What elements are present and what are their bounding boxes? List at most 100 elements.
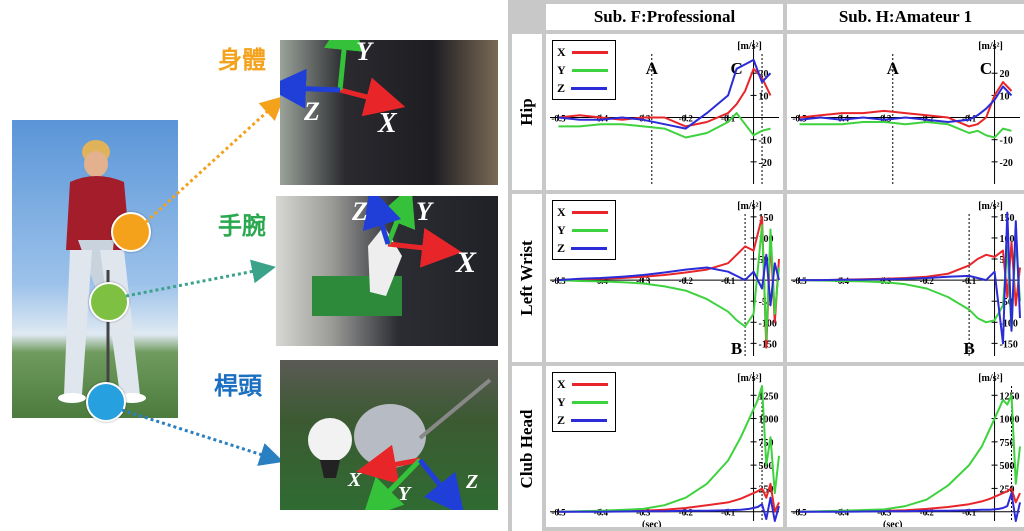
series-line-z [558, 253, 780, 307]
series-line-y [558, 224, 780, 341]
y-tick-label: 20 [759, 69, 769, 80]
y-unit-label: [m/s²] [978, 41, 1003, 52]
club-label: 桿頭 [214, 372, 262, 400]
x-tick-label: -0.3 [636, 508, 651, 518]
legend-swatch [571, 382, 608, 386]
chart-panel-club-head-professional: -0.5 -0.4 -0.3 -0.2 -0.1 (sec) 1250 1000 750 500 2… [546, 366, 783, 527]
x-tick-label: -0.1 [962, 276, 977, 286]
row-label-left-wrist: Left Wrist [512, 194, 542, 362]
y-tick-label: 100 [759, 234, 774, 245]
chart-panel-left-wrist-amateur: -0.5 -0.4 -0.3 -0.2 -0.1 150 100 50 -50 -100 -150[… [787, 194, 1024, 362]
y-tick-label: -100 [1000, 318, 1018, 329]
y-tick-label: -10 [1000, 136, 1013, 147]
legend-label: X [557, 44, 566, 59]
legend-item-y: Y [557, 221, 611, 239]
legend-swatch [571, 86, 608, 90]
y-tick-label: 500 [1000, 461, 1015, 472]
legend-swatch [571, 400, 608, 404]
legend-item-y: Y [557, 61, 611, 79]
x-tick-label: -0.4 [835, 114, 850, 124]
y-tick-label: 500 [759, 461, 774, 472]
club-z-axis-label: Z [465, 471, 478, 493]
legend-item-x: X [557, 43, 611, 61]
legend-label: Y [557, 62, 566, 77]
y-tick-label: -150 [1000, 339, 1018, 350]
y-tick-label: -150 [759, 339, 777, 350]
event-annotation-a: A [887, 59, 900, 78]
legend-label: Z [557, 80, 566, 95]
arm-sensor-marker [89, 282, 129, 322]
clubhead-sensor-photo: X Y Z [280, 360, 498, 510]
x-tick-label: -0.1 [721, 508, 736, 518]
chart-panel-hip-amateur: -0.5 -0.4 -0.3 -0.2 -0.1 20 10 -10 -20 [m/s²] A C [787, 34, 1024, 190]
club-x-axis-label: X [347, 469, 362, 491]
series-line-z [799, 211, 1021, 345]
body-sensor-marker [111, 212, 151, 252]
series-line-x [799, 81, 1013, 128]
event-annotation-b: B [963, 339, 974, 358]
chart-panel-left-wrist-professional: -0.5 -0.4 -0.3 -0.2 -0.1 150 100 50 -50 -100 -150[… [546, 194, 783, 362]
legend-label: Y [557, 394, 566, 409]
y-tick-label: 10 [1000, 91, 1010, 102]
legend-swatch [571, 418, 608, 422]
y-unit-label: [m/s²] [978, 373, 1003, 384]
legend-label: X [557, 204, 566, 219]
y-tick-label: 1250 [1000, 391, 1020, 402]
series-line-y [799, 121, 1012, 139]
x-tick-label: -0.3 [636, 114, 651, 124]
legend-swatch [571, 210, 608, 214]
y-tick-label: 250 [1000, 484, 1015, 495]
connector-lines [121, 95, 285, 466]
arm-label: 手腕 [218, 212, 266, 240]
x-tick-label: -0.2 [920, 276, 935, 286]
legend-label: Z [557, 240, 566, 255]
legend-swatch [571, 50, 608, 54]
y-tick-label: 1000 [1000, 415, 1020, 426]
y-tick-label: 20 [1000, 69, 1010, 80]
y-unit-label: [m/s²] [737, 41, 762, 52]
x-tick-label: -0.5 [792, 276, 807, 286]
legend-swatch [571, 68, 608, 72]
x-tick-label: -0.2 [679, 276, 694, 286]
chart-panel-hip-professional: -0.5 -0.4 -0.3 -0.2 -0.1 20 10 -10 -20 [m/s²] A C X Y… [546, 34, 783, 190]
x-tick-label: -0.5 [551, 114, 566, 124]
x-tick-label: -0.2 [679, 508, 694, 518]
series-line-y [799, 236, 1021, 332]
legend-label: Y [557, 222, 566, 237]
series-line-z [558, 58, 772, 130]
y-tick-label: 250 [759, 484, 774, 495]
x-unit-label: (sec) [883, 520, 902, 527]
row-label-club-head: Club Head [512, 366, 542, 531]
y-tick-label: -20 [759, 158, 772, 169]
y-tick-label: 1250 [759, 391, 779, 402]
legend-label: X [557, 376, 566, 391]
legend-item-z: Z [557, 239, 611, 257]
x-tick-label: -0.4 [594, 114, 609, 124]
legend-item-z: Z [557, 411, 611, 429]
series-line-z [799, 85, 1013, 123]
panel-plot: -0.5 -0.4 -0.3 -0.2 -0.115010050-50-100-150[… [550, 200, 780, 358]
y-unit-label: [m/s²] [737, 373, 762, 384]
x-tick-label: -0.3 [636, 276, 651, 286]
x-tick-label: -0.3 [877, 114, 892, 124]
x-tick-label: -0.2 [920, 114, 935, 124]
y-tick-label: 750 [1000, 438, 1015, 449]
row-label-hip: Hip [512, 34, 542, 190]
y-tick-label: 10 [759, 91, 769, 102]
column-header-professional: Sub. F:Professional [546, 4, 783, 30]
legend-item-y: Y [557, 393, 611, 411]
legend-swatch [571, 228, 608, 232]
club-sensor-marker [86, 382, 126, 422]
series-line-x [799, 487, 1021, 513]
series-line-y [799, 394, 1021, 513]
y-tick-label: 150 [759, 213, 774, 224]
x-tick-label: -0.1 [962, 508, 977, 518]
body-label: 身體 [218, 46, 266, 74]
series-line-x [558, 67, 772, 128]
wrist-sensor-photo: X Y Z [276, 196, 498, 346]
chart-grid: Sub. F:Professional Sub. H:Amateur 1 Hip… [508, 0, 1024, 531]
